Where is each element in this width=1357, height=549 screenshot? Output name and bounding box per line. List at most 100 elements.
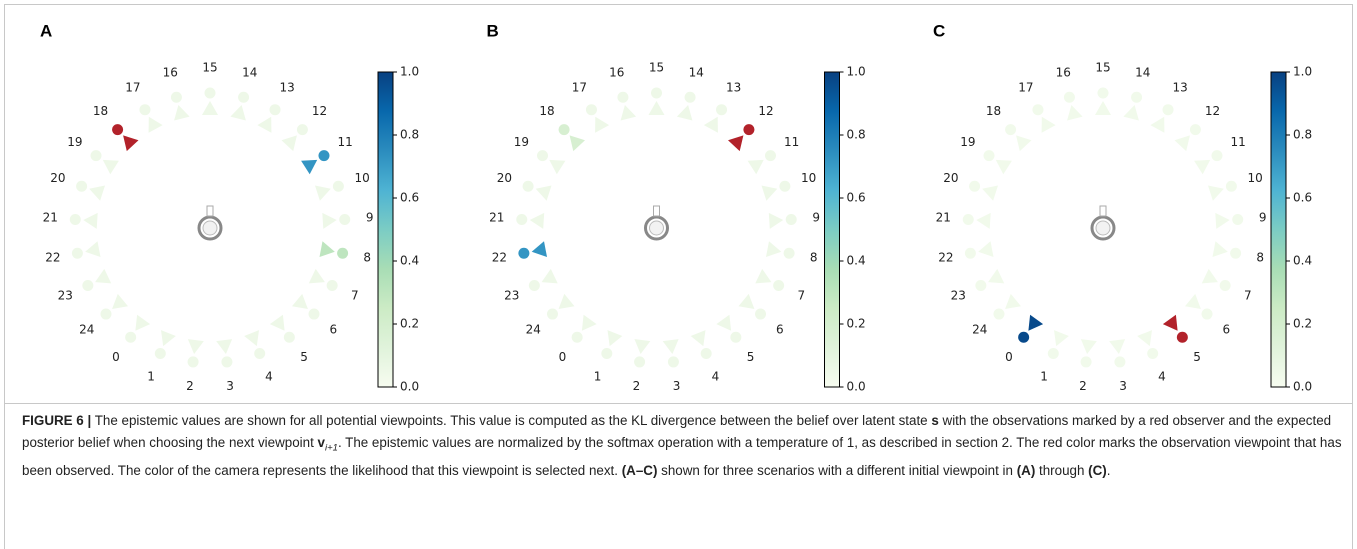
camera-cone [102, 159, 119, 175]
camera [1047, 330, 1069, 360]
caption-rule [4, 403, 1353, 404]
camera-cone [89, 185, 105, 201]
camera-cone [301, 159, 318, 175]
camera-body [76, 180, 88, 192]
camera-body [238, 91, 250, 103]
camera-cone [1109, 339, 1126, 354]
caption-bold: v [317, 435, 325, 450]
viewpoint-label: 22 [492, 250, 507, 264]
viewpoint-label: 15 [202, 61, 217, 75]
caption-normal: . The epistemic values are normalized by… [22, 435, 1342, 478]
camera [546, 293, 575, 320]
caption-bold: (A–C) [621, 462, 658, 478]
viewpoint-label: 21 [43, 210, 58, 224]
camera-body [337, 247, 349, 259]
camera [322, 212, 351, 229]
camera [154, 330, 176, 360]
camera [969, 180, 998, 201]
camera [1123, 91, 1143, 121]
camera-body [1162, 104, 1174, 116]
viewpoint-label: 24 [79, 322, 94, 336]
camera [1201, 268, 1231, 291]
camera [703, 104, 728, 133]
viewpoint-label: 23 [951, 289, 966, 303]
camera [292, 293, 320, 320]
camera-body [518, 247, 530, 259]
camera-cone [1095, 101, 1111, 115]
viewpoint-label: 7 [1244, 289, 1252, 303]
viewpoint-label: 1 [147, 369, 155, 383]
camera [308, 268, 338, 291]
camera-cone [230, 105, 246, 121]
camera-body [773, 279, 785, 291]
camera [537, 150, 566, 175]
camera-body [755, 308, 767, 320]
viewpoint-label: 13 [726, 80, 741, 94]
colorbar-tick-label: 0.4 [847, 254, 866, 268]
camera-body [764, 150, 776, 162]
viewpoint-label: 6 [1222, 322, 1230, 336]
colorbar-tick-label: 0.6 [847, 191, 866, 205]
viewpoint-label: 12 [312, 104, 327, 118]
camera-cone [690, 330, 706, 347]
camera [571, 314, 597, 343]
camera-cone [1185, 293, 1201, 309]
camera [301, 150, 330, 175]
camera-cone [982, 185, 998, 201]
camera-body [993, 308, 1005, 320]
viewpoint-label: 13 [1172, 80, 1187, 94]
camera-cone [988, 268, 1005, 284]
camera-cone [1174, 135, 1190, 152]
camera-cone [1054, 330, 1069, 347]
camera-body [785, 214, 797, 226]
viewpoint-label: 12 [1205, 104, 1220, 118]
camera-cone [1028, 314, 1044, 331]
viewpoint-label: 9 [366, 210, 374, 224]
camera [244, 330, 266, 360]
camera-cone [648, 101, 665, 115]
camera-body [537, 150, 549, 162]
camera-cone [281, 135, 297, 152]
camera-body [700, 348, 712, 360]
camera-body [1211, 150, 1223, 162]
camera [676, 91, 696, 121]
object-handle [653, 205, 660, 217]
camera-body [1201, 308, 1213, 320]
viewpoint-label: 23 [58, 289, 73, 303]
camera [281, 124, 308, 152]
viewpoint-label: 0 [559, 350, 567, 364]
viewpoint-label: 21 [936, 210, 951, 224]
viewpoint-label: 14 [242, 66, 257, 80]
camera-cone [1212, 241, 1228, 257]
panel-label: A [40, 21, 52, 40]
camera-cone [135, 314, 151, 331]
viewpoint-label: 24 [972, 322, 987, 336]
camera-body [546, 308, 558, 320]
camera-cone [85, 241, 101, 257]
colorbar-tick-label: 1.0 [847, 65, 866, 79]
camera-cone [95, 268, 112, 284]
camera-body [82, 279, 94, 291]
viewpoint-label: 17 [125, 80, 140, 94]
viewpoint-label: 5 [1193, 350, 1201, 364]
camera-cone [1080, 339, 1097, 354]
caption-bold: s [931, 413, 939, 428]
viewpoint-label: 18 [539, 104, 554, 118]
viewpoint-label: 19 [514, 135, 529, 149]
camera [662, 339, 679, 368]
camera [216, 339, 233, 368]
camera-cone [581, 314, 597, 331]
camera-body [283, 331, 295, 343]
colorbar-tick-label: 0.0 [1293, 380, 1312, 394]
camera [768, 212, 797, 229]
object-ring [644, 215, 669, 241]
camera-cone [978, 241, 994, 257]
colorbar-tick-label: 0.6 [1293, 191, 1312, 205]
camera-body [339, 214, 351, 226]
camera [962, 212, 991, 229]
camera-body [528, 279, 540, 291]
camera [1212, 241, 1242, 259]
viewpoint-label: 8 [810, 250, 818, 264]
caption-normal: . [1106, 462, 1111, 478]
camera-body [667, 356, 679, 368]
